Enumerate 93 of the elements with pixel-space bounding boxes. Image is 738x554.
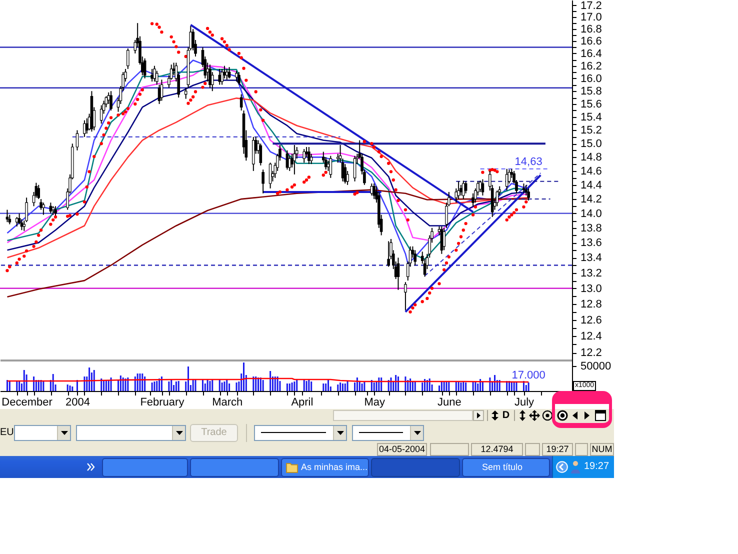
- x-tick-label: June: [437, 396, 462, 408]
- text: EU: [0, 426, 14, 440]
- candlestick: [15, 216, 18, 227]
- candlestick: [372, 183, 376, 200]
- candlestick: [308, 146, 310, 165]
- y-tick-label: 13.6: [580, 237, 602, 250]
- y-tick-label: 12.8: [580, 298, 602, 310]
- text: D: [501, 409, 511, 422]
- candlestick: [240, 94, 243, 111]
- taskbar-button: Sem título: [462, 458, 550, 477]
- candlestick: [472, 192, 474, 207]
- x-tick-label: 2004: [65, 396, 90, 408]
- y-tick-label: 14.0: [580, 208, 602, 220]
- candlestick: [481, 178, 484, 196]
- y-tick-label: 15.4: [580, 112, 602, 124]
- y-tick-label: 13.4: [580, 252, 602, 264]
- candlestick: [252, 136, 255, 172]
- x-tick-label: March: [212, 396, 243, 408]
- y-tick-label: 13.0: [580, 282, 602, 295]
- annotation: 17.000: [512, 370, 546, 382]
- candlestick: [457, 180, 460, 200]
- candlestick: [462, 180, 465, 200]
- y-tick-label: 13.8: [580, 222, 602, 234]
- button: Trade: [190, 424, 238, 442]
- y-tick-label: 12.6: [580, 314, 602, 326]
- candlestick: [85, 118, 88, 134]
- candlestick: [353, 155, 356, 182]
- candlestick: [522, 183, 526, 194]
- y-tick-label: 16.6: [580, 36, 602, 48]
- candlestick: [208, 64, 212, 88]
- x-tick-label: May: [364, 396, 386, 408]
- candlestick: [440, 226, 444, 254]
- candlestick: [442, 227, 446, 251]
- y-tick-label: 17.0: [580, 12, 602, 24]
- taskbar-button: As minhas ima...: [281, 458, 369, 477]
- candlestick: [259, 143, 262, 166]
- candlestick: [387, 240, 390, 268]
- candlestick: [404, 282, 407, 311]
- y-tick-label: 14.4: [580, 179, 602, 192]
- y-tick-label: 12.2: [580, 347, 602, 360]
- y-tick-label: 16.4: [580, 48, 602, 60]
- candlestick: [100, 104, 103, 124]
- y-tick-label: 13.2: [580, 267, 602, 280]
- candlestick: [83, 120, 86, 138]
- candlestick: [153, 65, 156, 82]
- y-tick-label: 14.8: [580, 152, 602, 164]
- y-tick-label: 15.2: [580, 124, 602, 137]
- candlestick: [302, 148, 306, 164]
- candlestick: [8, 214, 12, 225]
- candlestick: [6, 209, 9, 223]
- y-tick-label: 14.2: [580, 194, 602, 206]
- candlestick: [37, 184, 40, 200]
- y-tick-label: 14.6: [580, 165, 602, 178]
- candlestick: [414, 250, 417, 266]
- candlestick: [184, 87, 188, 100]
- candlestick: [143, 58, 146, 79]
- candlestick: [268, 162, 272, 189]
- candlestick: [496, 190, 499, 207]
- y-tick-label: 17.2: [580, 0, 602, 12]
- candlestick: [460, 184, 462, 196]
- y-tick-label: 16.2: [580, 60, 602, 72]
- status-field: 04-05-2004: [377, 443, 427, 456]
- y-tick-label: 16.0: [580, 72, 602, 85]
- status-field: 19:27: [542, 443, 573, 456]
- y-tick-label: 15.6: [580, 98, 602, 110]
- candlestick: [126, 48, 130, 70]
- candlestick: [218, 68, 222, 86]
- candlestick: [293, 144, 296, 175]
- x-tick-label: December: [2, 396, 53, 408]
- candlestick: [238, 72, 240, 86]
- candlestick: [160, 79, 164, 102]
- candlestick: [42, 202, 45, 216]
- y-tick-label: 16.8: [580, 24, 602, 36]
- candlestick: [110, 90, 112, 111]
- candlestick: [262, 169, 264, 194]
- status-field: 12.4794: [471, 443, 523, 456]
- candlestick: [155, 70, 158, 86]
- candlestick: [76, 130, 79, 151]
- candlestick: [505, 168, 508, 192]
- candlestick: [220, 68, 224, 86]
- status-field: NUM: [590, 443, 614, 456]
- y-tick-label: 50000: [580, 360, 612, 372]
- x-tick-label: February: [140, 396, 185, 408]
- candlestick: [235, 70, 238, 82]
- y-tick-label: 12.4: [580, 330, 602, 343]
- x-tick-label: July: [514, 396, 535, 408]
- x-tick-label: April: [291, 396, 314, 408]
- y-tick-label: 15.0: [580, 138, 602, 150]
- candlestick: [329, 155, 332, 178]
- system-tray: 19:27: [552, 456, 614, 478]
- candlestick: [527, 188, 530, 201]
- annotation: 14,63: [514, 156, 542, 168]
- y-tick-label: 15.8: [580, 86, 602, 98]
